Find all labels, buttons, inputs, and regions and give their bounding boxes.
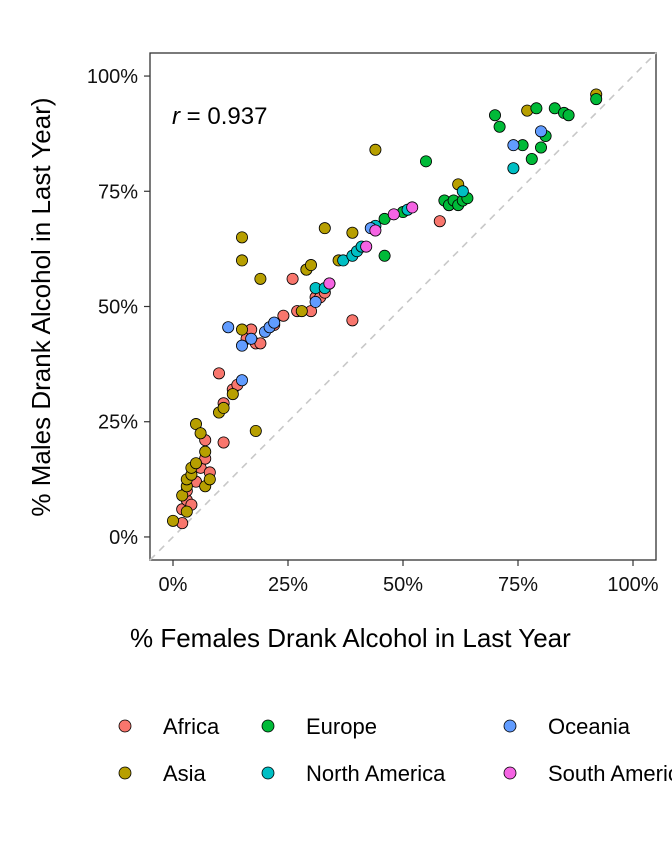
point-africa-12 [217, 436, 230, 449]
x-tick-label: 75% [498, 574, 538, 596]
legend-key-oceania [503, 719, 517, 733]
point-asia-11 [199, 445, 212, 458]
point-oceania-0 [222, 321, 235, 334]
point-africa-20 [277, 309, 290, 322]
point-europe-20 [590, 93, 603, 106]
points-layer [166, 88, 603, 530]
point-oceania-9 [507, 139, 520, 152]
correlation-annotation: r = 0.937 [172, 103, 267, 130]
point-oceania-10 [535, 125, 548, 138]
point-asia-14 [217, 401, 230, 414]
legend-label-asia: Asia [163, 761, 207, 786]
point-europe-13 [525, 153, 538, 166]
point-asia-15 [226, 388, 239, 401]
point-europe-15 [535, 141, 548, 154]
point-north-america-8 [456, 185, 469, 198]
point-europe-11 [493, 120, 506, 133]
point-asia-7 [189, 457, 202, 470]
legend-key-asia [118, 766, 132, 780]
point-asia-27 [369, 143, 382, 156]
point-north-america-9 [507, 162, 520, 175]
point-oceania-3 [245, 332, 258, 345]
legend-label-north-america: North America [306, 761, 446, 786]
legend: Africa Asia Europe North America Oceania Sout… [118, 714, 672, 786]
point-oceania-6 [268, 316, 281, 329]
reference-line [149, 52, 657, 561]
point-africa-30 [433, 215, 446, 228]
point-asia-20 [254, 272, 267, 285]
point-south-america-4 [406, 201, 419, 214]
point-asia-16 [235, 323, 248, 336]
point-asia-26 [346, 226, 359, 239]
x-tick-label: 100% [607, 574, 658, 596]
y-tick-label: 25% [98, 412, 138, 434]
point-europe-3 [419, 155, 432, 168]
point-south-america-1 [360, 240, 373, 253]
point-oceania-7 [309, 295, 322, 308]
point-asia-18 [235, 231, 248, 244]
y-axis-title: % Males Drank Alcohol in Last Year) [26, 97, 56, 516]
legend-key-south-america [503, 766, 517, 780]
point-europe-19 [562, 109, 575, 122]
point-europe-0 [378, 249, 391, 262]
point-asia-0 [166, 514, 179, 527]
point-africa-10 [212, 367, 225, 380]
point-europe-14 [530, 102, 543, 115]
point-asia-23 [304, 259, 317, 272]
point-asia-9 [194, 427, 207, 440]
point-asia-24 [318, 222, 331, 235]
point-south-america-2 [369, 224, 382, 237]
point-europe-10 [488, 109, 501, 122]
point-oceania-2 [235, 339, 248, 352]
y-axis-ticks: 0% 25% 50% 75% 100% [87, 66, 150, 549]
point-south-america-0 [323, 277, 336, 290]
y-tick-label: 0% [109, 527, 138, 549]
x-tick-label: 50% [383, 574, 423, 596]
point-asia-19 [249, 424, 262, 437]
legend-key-africa [118, 719, 132, 733]
legend-label-oceania: Oceania [548, 714, 631, 739]
legend-label-africa: Africa [163, 714, 220, 739]
point-asia-21 [295, 305, 308, 318]
x-tick-label: 25% [268, 574, 308, 596]
point-asia-12 [203, 473, 216, 486]
point-oceania-1 [235, 374, 248, 387]
x-axis-ticks: 0% 25% 50% 75% 100% [159, 560, 659, 596]
x-tick-label: 0% [159, 574, 188, 596]
y-tick-label: 100% [87, 66, 138, 88]
legend-label-south-america: South America [548, 761, 672, 786]
point-asia-17 [235, 254, 248, 267]
legend-key-europe [261, 719, 275, 733]
point-south-america-3 [387, 208, 400, 221]
y-tick-label: 50% [98, 297, 138, 319]
x-axis-title: % Females Drank Alcohol in Last Year [130, 623, 571, 653]
legend-label-europe: Europe [306, 714, 377, 739]
point-asia-2 [180, 505, 193, 518]
y-tick-label: 75% [98, 181, 138, 203]
point-africa-29 [346, 314, 359, 327]
legend-key-north-america [261, 766, 275, 780]
point-africa-21 [286, 272, 299, 285]
